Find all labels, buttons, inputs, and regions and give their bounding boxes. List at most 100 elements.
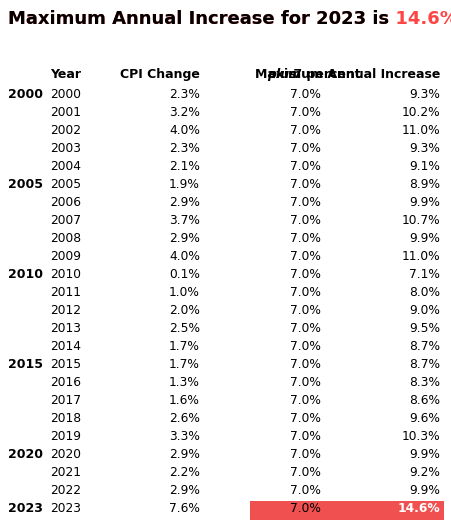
- Text: 9.2%: 9.2%: [409, 466, 440, 479]
- Text: 2.6%: 2.6%: [169, 412, 200, 425]
- Text: 2005: 2005: [8, 178, 43, 191]
- Bar: [250, 501, 444, 520]
- Text: 14.6%: 14.6%: [397, 502, 440, 515]
- Text: 2013: 2013: [50, 322, 81, 335]
- Text: Maximum Annual Increase for 2023 is 14.6%: Maximum Annual Increase for 2023 is 14.6…: [8, 10, 451, 28]
- Text: 11.0%: 11.0%: [401, 124, 440, 137]
- Text: 1.7%: 1.7%: [169, 340, 200, 353]
- Text: 2006: 2006: [50, 196, 81, 209]
- Text: 2011: 2011: [50, 286, 81, 299]
- Text: 7.0%: 7.0%: [290, 376, 321, 389]
- Text: 7.0%: 7.0%: [290, 250, 321, 263]
- Text: 2023: 2023: [8, 502, 43, 515]
- Text: 2.9%: 2.9%: [169, 196, 200, 209]
- Text: 2021: 2021: [50, 466, 81, 479]
- Text: 7.0%: 7.0%: [290, 448, 321, 461]
- Text: 2.1%: 2.1%: [169, 160, 200, 173]
- Text: 2008: 2008: [50, 232, 81, 245]
- Text: 2000: 2000: [8, 88, 43, 101]
- Text: CPI Change: CPI Change: [120, 68, 200, 81]
- Text: 2010: 2010: [8, 268, 43, 281]
- Text: 7.0%: 7.0%: [290, 304, 321, 317]
- Text: 9.0%: 9.0%: [409, 304, 440, 317]
- Text: 7.0%: 7.0%: [290, 106, 321, 119]
- Text: 3.3%: 3.3%: [169, 430, 200, 443]
- Text: 2.9%: 2.9%: [169, 232, 200, 245]
- Text: 2000: 2000: [50, 88, 81, 101]
- Text: 9.3%: 9.3%: [409, 88, 440, 101]
- Text: 1.9%: 1.9%: [169, 178, 200, 191]
- Text: 2014: 2014: [50, 340, 81, 353]
- Text: 1.3%: 1.3%: [169, 376, 200, 389]
- Text: 0.1%: 0.1%: [169, 268, 200, 281]
- Text: 2022: 2022: [50, 484, 81, 497]
- Text: 2.5%: 2.5%: [169, 322, 200, 335]
- Text: 7.0%: 7.0%: [290, 142, 321, 155]
- Text: 7.0%: 7.0%: [290, 268, 321, 281]
- Text: 2007: 2007: [50, 214, 81, 227]
- Text: 9.9%: 9.9%: [409, 484, 440, 497]
- Text: 7.0%: 7.0%: [290, 358, 321, 371]
- Text: 9.1%: 9.1%: [409, 160, 440, 173]
- Text: 10.7%: 10.7%: [401, 214, 440, 227]
- Text: 8.3%: 8.3%: [409, 376, 440, 389]
- Text: Maximum Annual Increase: Maximum Annual Increase: [255, 68, 440, 81]
- Text: 2020: 2020: [50, 448, 81, 461]
- Text: 8.7%: 8.7%: [409, 358, 440, 371]
- Text: 2018: 2018: [50, 412, 81, 425]
- Text: 11.0%: 11.0%: [401, 250, 440, 263]
- Text: 2005: 2005: [50, 178, 81, 191]
- Text: 2003: 2003: [50, 142, 81, 155]
- Text: 2016: 2016: [50, 376, 81, 389]
- Text: Maximum Annual Increase for 2023 is: Maximum Annual Increase for 2023 is: [8, 10, 396, 28]
- Text: Year: Year: [50, 68, 81, 81]
- Text: 2002: 2002: [50, 124, 81, 137]
- Text: 7.0%: 7.0%: [290, 466, 321, 479]
- Text: 7.0%: 7.0%: [290, 214, 321, 227]
- Text: 2.2%: 2.2%: [169, 466, 200, 479]
- Text: 3.7%: 3.7%: [169, 214, 200, 227]
- Text: 2.3%: 2.3%: [169, 142, 200, 155]
- Text: 2004: 2004: [50, 160, 81, 173]
- Text: 7.0%: 7.0%: [290, 88, 321, 101]
- Text: 2009: 2009: [50, 250, 81, 263]
- Text: 9.6%: 9.6%: [409, 412, 440, 425]
- Text: 2010: 2010: [50, 268, 81, 281]
- Text: 1.7%: 1.7%: [169, 358, 200, 371]
- Text: 7.0%: 7.0%: [290, 430, 321, 443]
- Text: 2023: 2023: [50, 502, 81, 515]
- Text: plus: plus: [267, 68, 297, 81]
- Text: 7.0%: 7.0%: [290, 124, 321, 137]
- Text: 2.9%: 2.9%: [169, 484, 200, 497]
- Text: 8.6%: 8.6%: [409, 394, 440, 407]
- Text: 7.0%: 7.0%: [290, 286, 321, 299]
- Text: 4.0%: 4.0%: [169, 250, 200, 263]
- Text: 9.9%: 9.9%: [409, 232, 440, 245]
- Text: 7.0%: 7.0%: [290, 340, 321, 353]
- Text: 9.9%: 9.9%: [409, 448, 440, 461]
- Text: 2001: 2001: [50, 106, 81, 119]
- Text: 2.3%: 2.3%: [169, 88, 200, 101]
- Text: 2.0%: 2.0%: [169, 304, 200, 317]
- Text: 2017: 2017: [50, 394, 81, 407]
- Text: 9.5%: 9.5%: [409, 322, 440, 335]
- Text: 7.0%: 7.0%: [290, 196, 321, 209]
- Text: 7 percent: 7 percent: [289, 68, 361, 81]
- Text: 7.1%: 7.1%: [409, 268, 440, 281]
- Text: 8.7%: 8.7%: [409, 340, 440, 353]
- Text: 7.0%: 7.0%: [290, 232, 321, 245]
- Text: 8.0%: 8.0%: [409, 286, 440, 299]
- Text: 9.9%: 9.9%: [409, 196, 440, 209]
- Text: 2012: 2012: [50, 304, 81, 317]
- Text: 8.9%: 8.9%: [409, 178, 440, 191]
- Text: 4.0%: 4.0%: [169, 124, 200, 137]
- Text: 7.0%: 7.0%: [290, 178, 321, 191]
- Text: 7.0%: 7.0%: [290, 394, 321, 407]
- Text: 10.2%: 10.2%: [401, 106, 440, 119]
- Text: 3.2%: 3.2%: [169, 106, 200, 119]
- Text: 7.0%: 7.0%: [290, 322, 321, 335]
- Text: 9.3%: 9.3%: [409, 142, 440, 155]
- Text: 2015: 2015: [50, 358, 81, 371]
- Text: 10.3%: 10.3%: [401, 430, 440, 443]
- Text: 2020: 2020: [8, 448, 43, 461]
